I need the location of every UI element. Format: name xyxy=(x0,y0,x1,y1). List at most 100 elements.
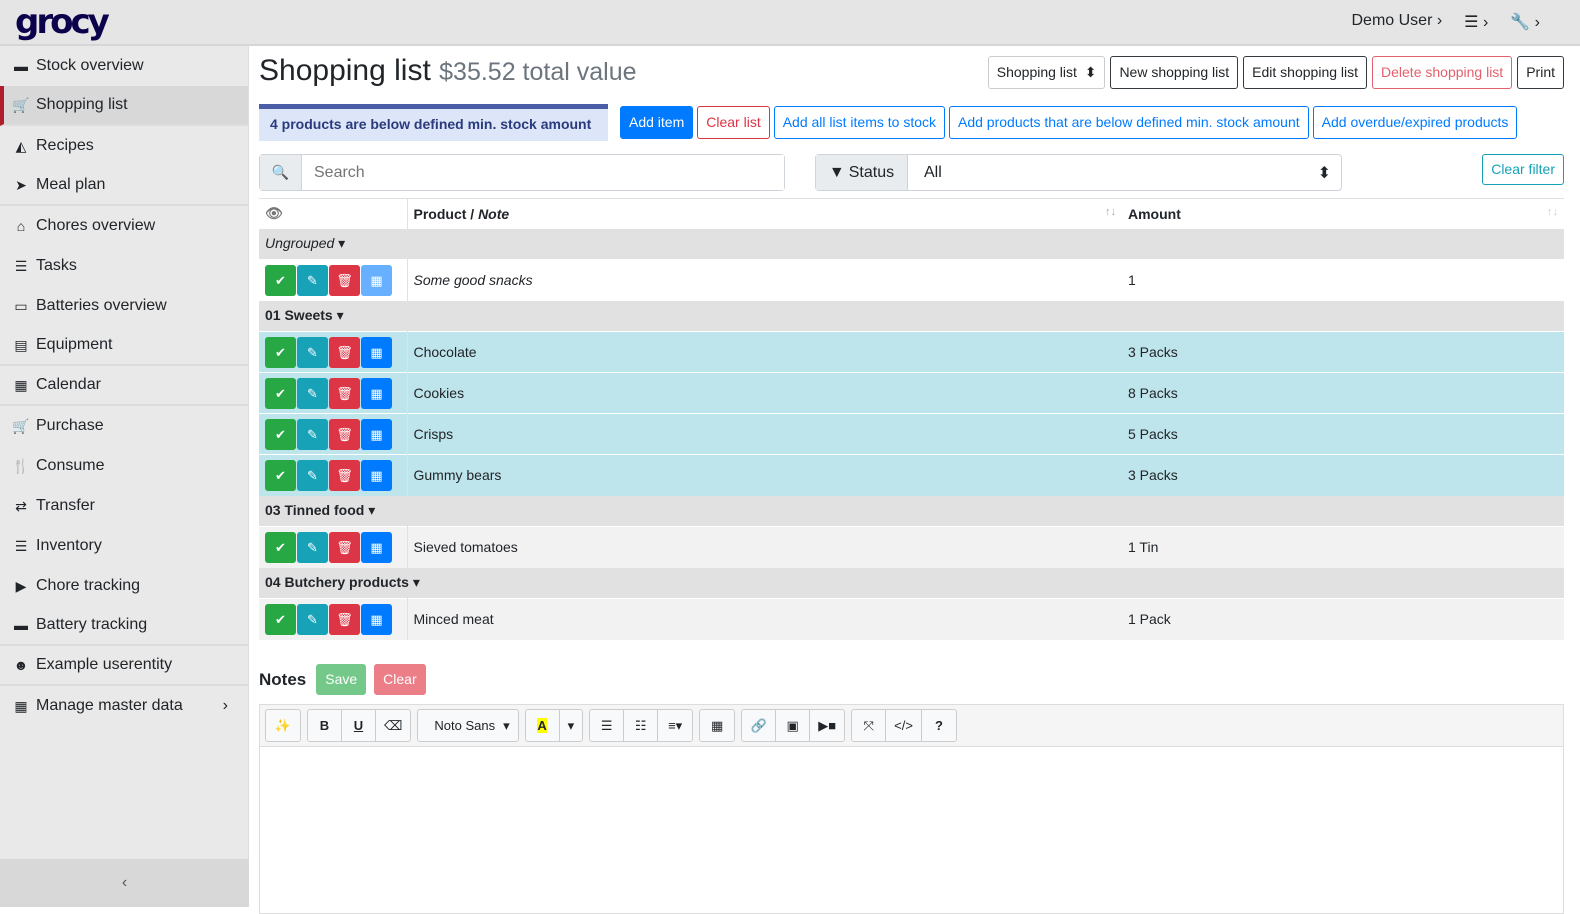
delete-item-button[interactable]: 🗑 xyxy=(329,459,360,491)
underline-icon[interactable]: U xyxy=(342,710,376,741)
add-to-stock-button[interactable]: ▦ xyxy=(361,459,392,491)
sidebar-item-tasks[interactable]: ☰ Tasks xyxy=(0,246,248,286)
battery-icon: ▭ xyxy=(14,297,28,314)
user-menu[interactable]: Demo User › xyxy=(1351,12,1443,29)
group-header[interactable]: 04 Butchery products ▾ xyxy=(259,567,1564,599)
column-visibility-icon[interactable]: 👁 xyxy=(259,198,408,229)
paragraph-align-icon[interactable]: ≡▾ xyxy=(668,717,683,733)
add-to-stock-button[interactable]: ▦ xyxy=(361,603,392,635)
add-to-stock-button[interactable]: ▦ xyxy=(361,377,392,409)
fullscreen-icon[interactable]: ⤧ xyxy=(852,710,887,741)
column-amount[interactable]: Amount ↑↓ xyxy=(1122,198,1564,229)
sidebar-item-consume[interactable]: 🍴 Consume xyxy=(0,446,248,486)
edit-item-button[interactable]: ✎ xyxy=(297,336,328,368)
top-navbar: grocy Demo User › ☰ › 🔧 › xyxy=(0,0,1580,46)
grocy-logo[interactable]: grocy xyxy=(15,2,110,42)
add-to-stock-button[interactable]: ▦ xyxy=(361,336,392,368)
shopping-list-select[interactable]: Shopping list ⬍ xyxy=(987,56,1106,89)
clear-filter-button[interactable]: Clear filter xyxy=(1482,154,1564,185)
color-dropdown-icon[interactable]: ▾ xyxy=(567,717,575,733)
shopping-list-table: 👁 Product / Note ↑↓ Amount ↑↓ Ungrouped ▾ ✔… xyxy=(259,198,1564,640)
edit-item-button[interactable]: ✎ xyxy=(297,377,328,409)
delete-item-button[interactable]: 🗑 xyxy=(329,377,360,409)
sidebar-item-stock-overview[interactable]: ▬ Stock overview xyxy=(0,46,248,86)
group-header[interactable]: 01 Sweets ▾ xyxy=(259,300,1564,332)
delete-item-button[interactable]: 🗑 xyxy=(329,264,360,296)
below-min-stock-alert[interactable]: 4 products are below defined min. stock … xyxy=(259,104,608,141)
wrench-menu-icon[interactable]: 🔧 › xyxy=(1510,14,1540,31)
sidebar-item-purchase[interactable]: 🛒 Purchase xyxy=(0,406,248,446)
group-row[interactable]: 01 Sweets ▾ xyxy=(259,300,1564,332)
help-icon[interactable]: ? xyxy=(934,718,943,733)
bold-icon[interactable]: B xyxy=(308,710,342,741)
group-header[interactable]: 03 Tinned food ▾ xyxy=(259,495,1564,527)
delete-item-button[interactable]: 🗑 xyxy=(329,531,360,563)
mark-done-button[interactable]: ✔ xyxy=(265,418,296,450)
print-button[interactable]: Print xyxy=(1517,56,1564,89)
sidebar-item-calendar[interactable]: ▦ Calendar xyxy=(0,366,248,406)
group-header[interactable]: Ungrouped ▾ xyxy=(259,228,1564,260)
mark-done-button[interactable]: ✔ xyxy=(265,336,296,368)
sidebar-item-battery-tracking[interactable]: ▬ Battery tracking xyxy=(0,606,248,646)
sidebar-item-transfer[interactable]: ⇄ Transfer xyxy=(0,486,248,526)
delete-item-button[interactable]: 🗑 xyxy=(329,603,360,635)
sidebar-item-chore-tracking[interactable]: ▶ Chore tracking xyxy=(0,566,248,606)
add-to-stock-button[interactable]: ▦ xyxy=(361,531,392,563)
code-view-icon[interactable]: </> xyxy=(886,710,922,741)
sidebar-item-equipment[interactable]: ▤ Equipment xyxy=(0,326,248,366)
sidebar-collapse-button[interactable]: ‹ xyxy=(0,859,249,907)
group-row[interactable]: 04 Butchery products ▾ xyxy=(259,567,1564,599)
sidebar-item-meal-plan[interactable]: ➤ Meal plan xyxy=(0,166,248,206)
table-icon[interactable]: ▦ xyxy=(711,717,724,733)
settings-menu-icon[interactable]: ☰ › xyxy=(1464,14,1489,31)
column-product[interactable]: Product / Note ↑↓ xyxy=(407,198,1122,229)
save-notes-button[interactable]: Save xyxy=(316,664,367,695)
link-icon[interactable]: 🔗 xyxy=(742,710,777,741)
mark-done-button[interactable]: ✔ xyxy=(265,377,296,409)
unordered-list-icon[interactable]: ☰ xyxy=(590,710,625,741)
group-row[interactable]: 03 Tinned food ▾ xyxy=(259,495,1564,527)
status-filter[interactable]: ▼ Status All ⬍ xyxy=(815,154,1342,191)
video-icon[interactable]: ▶■ xyxy=(818,717,837,733)
add-to-stock-button[interactable]: ▦ xyxy=(361,264,392,296)
edit-item-button[interactable]: ✎ xyxy=(297,264,328,296)
clear-notes-button[interactable]: Clear xyxy=(374,664,426,695)
edit-item-button[interactable]: ✎ xyxy=(297,459,328,491)
note-header: Note xyxy=(478,205,510,222)
mark-done-button[interactable]: ✔ xyxy=(265,459,296,491)
edit-item-button[interactable]: ✎ xyxy=(297,603,328,635)
clear-list-button[interactable]: Clear list xyxy=(697,106,770,139)
sidebar-item-chores-overview[interactable]: ⌂ Chores overview xyxy=(0,206,248,246)
mark-done-button[interactable]: ✔ xyxy=(265,603,296,635)
ordered-list-icon[interactable]: ☷ xyxy=(624,710,659,741)
edit-item-button[interactable]: ✎ xyxy=(297,531,328,563)
delete-item-button[interactable]: 🗑 xyxy=(329,418,360,450)
notes-editor[interactable]: ✨ B U ⌫ Noto Sans ▾ A ▾ ☰ ☷ ≡▾ ▦ 🔗 ▣ ▶■ ⤧ </>? xyxy=(259,704,1564,914)
notes-label: Notes xyxy=(259,669,307,689)
add-all-to-stock-button[interactable]: Add all list items to stock xyxy=(773,106,945,139)
sidebar-item-inventory[interactable]: ☰ Inventory xyxy=(0,526,248,566)
sidebar-item-recipes[interactable]: ◭ Recipes xyxy=(0,126,248,166)
edit-shopping-list-button[interactable]: Edit shopping list xyxy=(1243,56,1368,89)
group-row[interactable]: Ungrouped ▾ xyxy=(259,228,1564,260)
add-overdue-button[interactable]: Add overdue/expired products xyxy=(1312,106,1518,139)
search-input[interactable] xyxy=(302,155,784,190)
add-to-stock-button[interactable]: ▦ xyxy=(361,418,392,450)
sidebar-item-shopping-list[interactable]: 🛒 Shopping list xyxy=(0,86,248,126)
add-item-button[interactable]: Add item xyxy=(620,106,694,139)
add-below-min-button[interactable]: Add products that are below defined min.… xyxy=(949,106,1309,139)
sidebar-item-manage-master-data[interactable]: ▦ Manage master data › xyxy=(0,686,248,726)
edit-item-button[interactable]: ✎ xyxy=(297,418,328,450)
mark-done-button[interactable]: ✔ xyxy=(265,264,296,296)
font-family-select[interactable]: Noto Sans ▾ xyxy=(418,710,517,741)
delete-item-button[interactable]: 🗑 xyxy=(329,336,360,368)
mark-done-button[interactable]: ✔ xyxy=(265,531,296,563)
picture-icon[interactable]: ▣ xyxy=(776,710,811,741)
sidebar-item-example-userentity[interactable]: ☻ Example userentity xyxy=(0,646,248,686)
color-icon[interactable]: A xyxy=(526,710,560,741)
sidebar-item-batteries-overview[interactable]: ▭ Batteries overview xyxy=(0,286,248,326)
eraser-icon[interactable]: ⌫ xyxy=(384,717,403,733)
new-shopping-list-button[interactable]: New shopping list xyxy=(1110,56,1239,89)
magic-icon[interactable]: ✨ xyxy=(274,717,292,733)
delete-shopping-list-button[interactable]: Delete shopping list xyxy=(1372,56,1513,89)
